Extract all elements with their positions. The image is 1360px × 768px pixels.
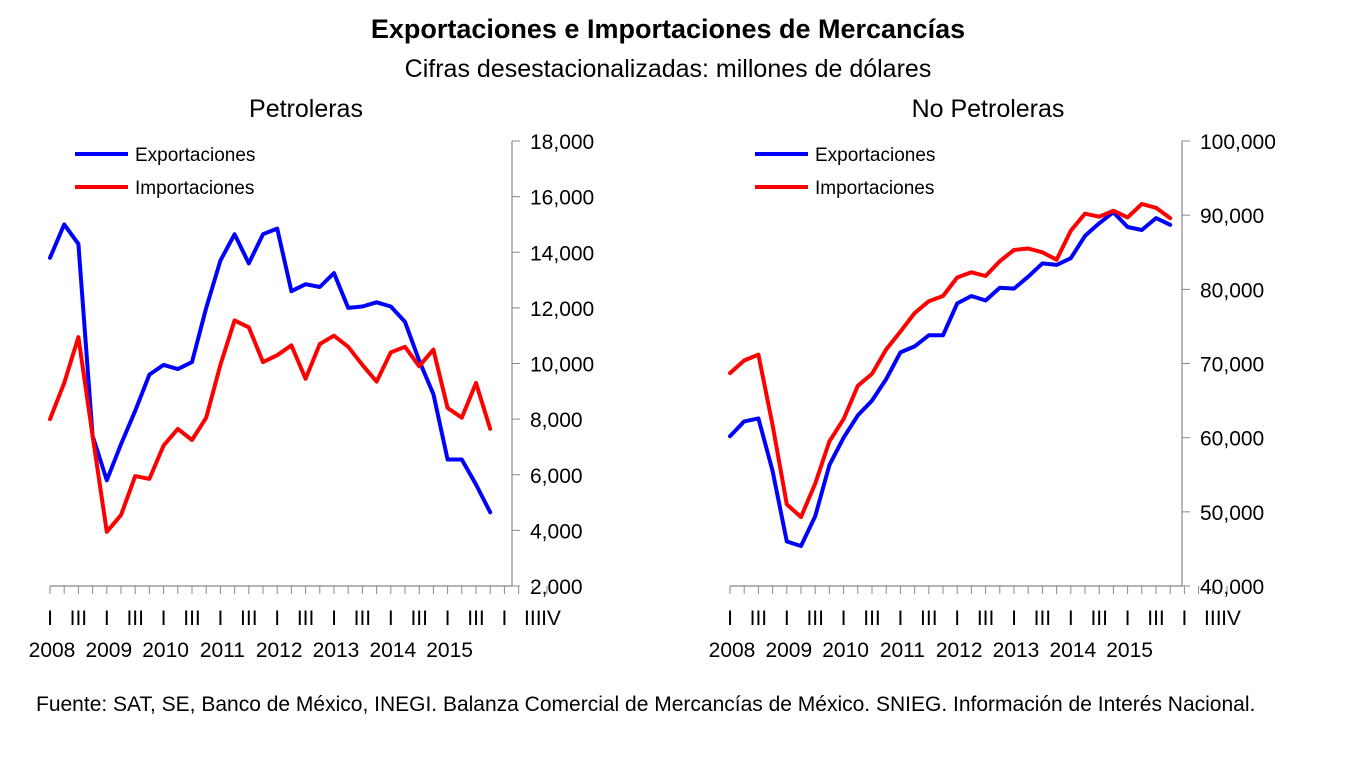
series-line-exportaciones — [728, 210, 1173, 548]
panel-title: No Petroleras — [912, 95, 1065, 123]
y-tick-label: 40,000 — [1200, 576, 1264, 599]
x-year-label: 2012 — [256, 639, 303, 662]
panel-title: Petroleras — [249, 95, 363, 123]
x-tick-label: I — [1125, 607, 1131, 630]
legend-label: Exportaciones — [815, 145, 935, 166]
source-note: Fuente: SAT, SE, Banco de México, INEGI.… — [36, 693, 1256, 716]
series-line-importaciones — [48, 318, 493, 534]
y-tick-label: 8,000 — [530, 409, 583, 432]
y-tick-label: 16,000 — [530, 187, 594, 210]
x-tick-label: III — [354, 607, 372, 630]
x-tick-label: I — [1011, 607, 1017, 630]
x-tick-label: III — [806, 607, 824, 630]
y-tick-label: 50,000 — [1200, 502, 1264, 525]
x-year-label: 2011 — [880, 639, 925, 662]
x-tick-label: III — [1090, 607, 1108, 630]
chart-title: Exportaciones e Importaciones de Mercanc… — [370, 14, 966, 44]
x-tick-label: III — [126, 607, 144, 630]
x-year-label: 2015 — [1106, 639, 1153, 662]
x-year-label: 2009 — [85, 639, 132, 662]
x-tick-label: III — [410, 607, 428, 630]
x-tick-label: I — [954, 607, 960, 630]
y-tick-label: 100,000 — [1200, 131, 1276, 154]
chart-subtitle: Cifras desestacionalizadas: millones de … — [404, 55, 932, 83]
x-tick-label: III — [1147, 607, 1165, 630]
x-tick-label: IV — [1221, 607, 1241, 630]
x-year-label: 2015 — [426, 639, 473, 662]
x-tick-label: III — [863, 607, 881, 630]
x-tick-label: I — [1068, 607, 1074, 630]
x-tick-label: I — [445, 607, 451, 630]
x-year-label: 2012 — [936, 639, 983, 662]
x-tick-label: III — [920, 607, 938, 630]
x-tick-label: I — [331, 607, 337, 630]
y-tick-label: 70,000 — [1200, 354, 1264, 377]
x-tick-label: I — [217, 607, 223, 630]
legend-label: Exportaciones — [135, 145, 255, 166]
x-tick-label: I — [727, 607, 733, 630]
x-tick-label: III — [240, 607, 258, 630]
y-tick-label: 2,000 — [530, 576, 583, 599]
x-tick-label: I — [1181, 607, 1187, 630]
y-tick-label: 12,000 — [530, 298, 594, 321]
x-tick-label: I — [501, 607, 507, 630]
x-year-label: 2008 — [709, 639, 756, 662]
x-year-label: 2013 — [993, 639, 1040, 662]
y-tick-label: 6,000 — [530, 465, 583, 488]
x-tick-label: III — [70, 607, 88, 630]
x-year-label: 2010 — [142, 639, 189, 662]
y-tick-label: 90,000 — [1200, 205, 1264, 228]
x-year-label: 2014 — [1049, 639, 1096, 662]
y-tick-label: 60,000 — [1200, 428, 1264, 451]
legend-label: Importaciones — [815, 178, 934, 199]
x-year-label: 2014 — [369, 639, 416, 662]
x-year-label: 2009 — [765, 639, 812, 662]
x-tick-label: III — [1034, 607, 1052, 630]
y-tick-label: 4,000 — [530, 520, 583, 543]
x-tick-label: I — [274, 607, 280, 630]
y-tick-label: 10,000 — [530, 354, 594, 377]
x-year-label: 2011 — [200, 639, 245, 662]
x-tick-label: III — [183, 607, 201, 630]
x-year-label: 2008 — [29, 639, 76, 662]
y-tick-label: 14,000 — [530, 242, 594, 265]
x-tick-label: I — [104, 607, 110, 630]
x-tick-label: III — [524, 607, 542, 630]
x-year-label: 2013 — [313, 639, 360, 662]
y-tick-label: 18,000 — [530, 131, 594, 154]
series-line-exportaciones — [48, 222, 493, 515]
x-tick-label: I — [897, 607, 903, 630]
x-tick-label: I — [388, 607, 394, 630]
legend-label: Importaciones — [135, 178, 254, 199]
x-tick-label: IV — [541, 607, 561, 630]
y-tick-label: 80,000 — [1200, 279, 1264, 302]
x-tick-label: I — [47, 607, 53, 630]
x-tick-label: III — [977, 607, 995, 630]
x-tick-label: I — [784, 607, 790, 630]
x-year-label: 2010 — [822, 639, 869, 662]
x-tick-label: I — [161, 607, 167, 630]
x-tick-label: I — [841, 607, 847, 630]
x-tick-label: III — [750, 607, 768, 630]
x-tick-label: III — [467, 607, 485, 630]
x-tick-label: III — [297, 607, 315, 630]
x-tick-label: III — [1204, 607, 1222, 630]
series-line-importaciones — [728, 202, 1173, 519]
